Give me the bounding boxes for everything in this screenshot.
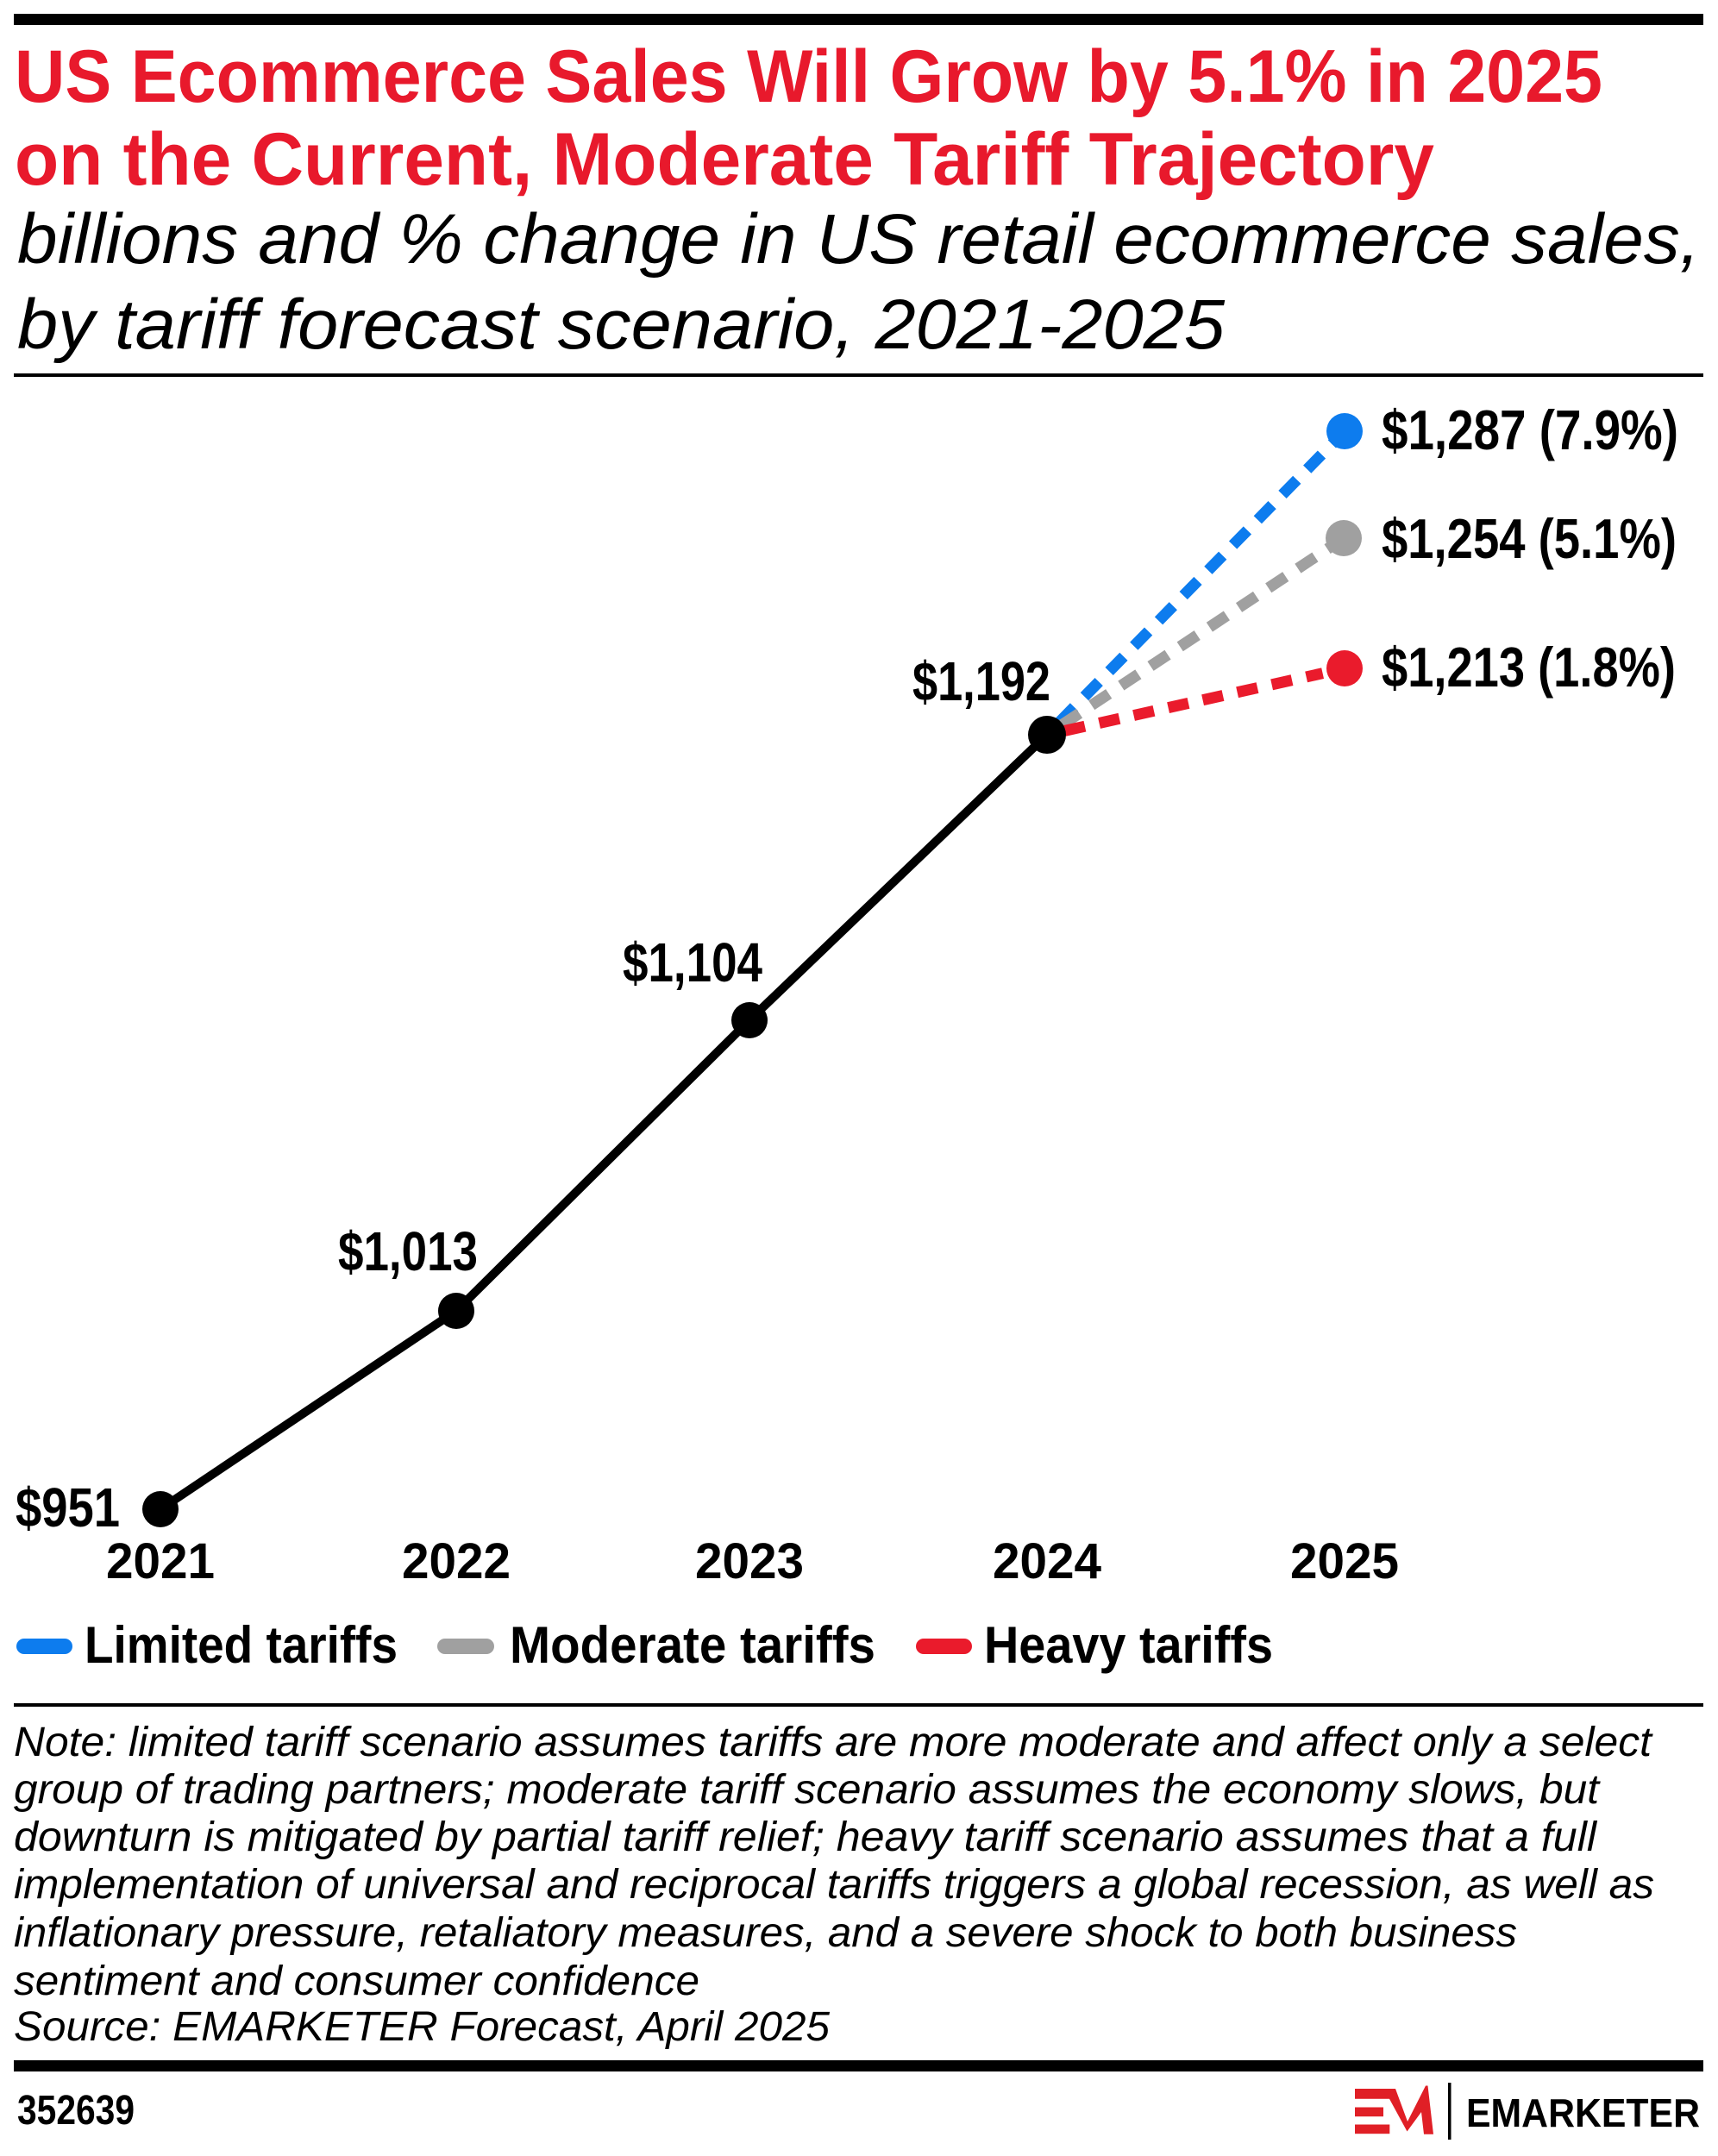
- svg-text:$1,213 (1.8%): $1,213 (1.8%): [1382, 636, 1676, 699]
- svg-text:$1,192: $1,192: [912, 650, 1050, 712]
- svg-text:EMARKETER: EMARKETER: [1466, 2090, 1700, 2135]
- svg-text:2021: 2021: [106, 1533, 215, 1589]
- svg-text:Note: limited tariff scenario: Note: limited tariff scenario assumes ta…: [14, 1720, 1653, 1765]
- svg-text:Source: EMARKETER Forecast, Ap: Source: EMARKETER Forecast, April 2025: [14, 2004, 830, 2050]
- svg-text:implementation of universal an: implementation of universal and reciproc…: [14, 1862, 1654, 1908]
- svg-text:352639: 352639: [17, 2088, 135, 2134]
- svg-text:$1,104: $1,104: [623, 931, 762, 993]
- svg-text:on the Current, Moderate Tarif: on the Current, Moderate Tariff Trajecto…: [15, 118, 1434, 201]
- svg-text:inflationary pressure, retalia: inflationary pressure, retaliatory measu…: [14, 1910, 1517, 1956]
- svg-text:Moderate tariffs: Moderate tariffs: [510, 1616, 875, 1674]
- svg-text:Heavy tariffs: Heavy tariffs: [984, 1616, 1273, 1674]
- svg-text:$1,287 (7.9%): $1,287 (7.9%): [1382, 398, 1678, 461]
- svg-text:$1,254 (5.1%): $1,254 (5.1%): [1382, 507, 1677, 570]
- svg-text:$1,013: $1,013: [338, 1220, 478, 1282]
- svg-text:US Ecommerce Sales Will Grow b: US Ecommerce Sales Will Grow by 5.1% in …: [15, 35, 1602, 118]
- svg-text:2022: 2022: [402, 1533, 511, 1589]
- svg-text:group of trading partners; mod: group of trading partners; moderate tari…: [14, 1767, 1601, 1813]
- svg-text:by tariff forecast scenario, 2: by tariff forecast scenario, 2021-2025: [17, 285, 1225, 364]
- svg-text:downturn is mitigated by parti: downturn is mitigated by partial tariff …: [14, 1814, 1597, 1860]
- svg-text:sentiment and consumer confide: sentiment and consumer confidence: [14, 1959, 699, 2004]
- svg-text:2023: 2023: [695, 1533, 804, 1589]
- svg-text:2025: 2025: [1290, 1533, 1399, 1589]
- svg-text:2024: 2024: [993, 1533, 1101, 1589]
- svg-text:Limited tariffs: Limited tariffs: [85, 1616, 398, 1674]
- svg-text:$951: $951: [16, 1476, 120, 1539]
- svg-text:billions and % change in US re: billions and % change in US retail ecomm…: [17, 200, 1700, 279]
